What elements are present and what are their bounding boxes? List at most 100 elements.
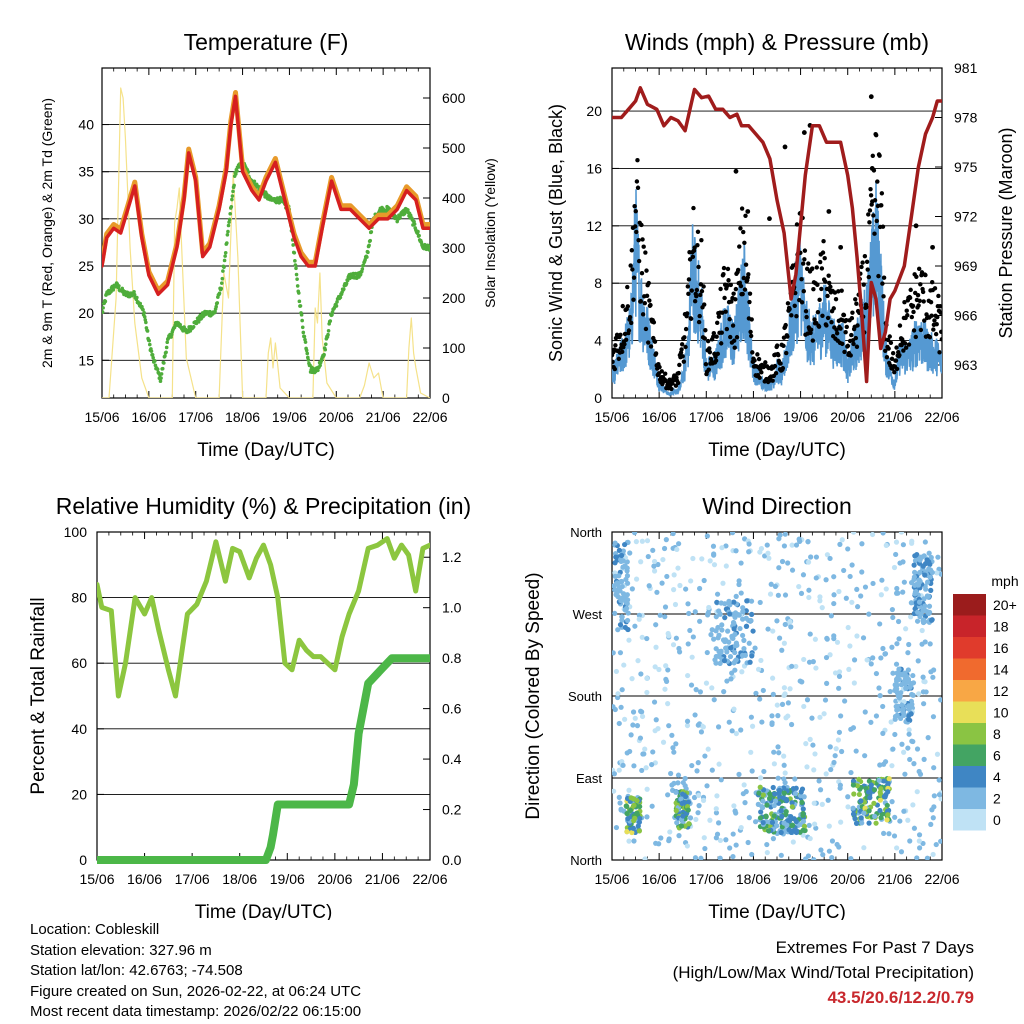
direction-point bbox=[782, 770, 788, 776]
gust-point bbox=[803, 308, 809, 314]
direction-point bbox=[719, 627, 725, 633]
gust-point bbox=[794, 222, 800, 227]
direction-point bbox=[778, 808, 784, 814]
direction-point bbox=[778, 829, 784, 836]
gust-point bbox=[699, 237, 704, 243]
direction-point bbox=[629, 676, 635, 682]
direction-point bbox=[759, 719, 765, 725]
direction-point bbox=[638, 559, 644, 565]
direction-point bbox=[736, 581, 742, 588]
direction-point bbox=[621, 662, 627, 668]
x-tick-label: 21/06 bbox=[365, 871, 400, 887]
direction-point bbox=[920, 840, 926, 847]
gust-point bbox=[868, 94, 874, 100]
direction-point bbox=[616, 720, 622, 727]
y-tick-label: 80 bbox=[71, 590, 87, 606]
direction-point bbox=[637, 815, 643, 822]
direction-point bbox=[728, 676, 734, 682]
gust-point bbox=[838, 244, 844, 250]
direction-point bbox=[732, 643, 739, 649]
direction-point bbox=[770, 691, 776, 697]
y2-tick-label: 975 bbox=[954, 159, 978, 175]
legend-label: 20+ bbox=[993, 597, 1017, 613]
gust-point bbox=[826, 209, 832, 214]
direction-point bbox=[746, 541, 752, 547]
gust-point bbox=[648, 344, 654, 349]
gust-point bbox=[831, 306, 836, 311]
direction-point bbox=[924, 579, 931, 585]
x-tick-label: 17/06 bbox=[689, 871, 724, 887]
direction-point bbox=[878, 815, 884, 821]
direction-point bbox=[741, 782, 747, 788]
direction-point bbox=[631, 763, 637, 769]
direction-point bbox=[690, 634, 696, 640]
direction-point bbox=[792, 776, 798, 782]
dewpoint-point bbox=[294, 272, 299, 277]
direction-point bbox=[798, 789, 804, 795]
direction-point bbox=[665, 701, 671, 707]
direction-point bbox=[893, 661, 900, 667]
direction-point bbox=[688, 578, 694, 584]
direction-point bbox=[774, 618, 780, 624]
y2-tick-label: 1.2 bbox=[442, 549, 462, 565]
gust-point bbox=[705, 338, 711, 344]
legend-swatch bbox=[953, 723, 986, 745]
direction-point bbox=[891, 833, 898, 839]
direction-point bbox=[680, 779, 686, 786]
direction-point bbox=[882, 759, 889, 765]
direction-point bbox=[755, 801, 761, 807]
dewpoint-point bbox=[294, 266, 298, 271]
direction-point bbox=[905, 650, 911, 656]
direction-point bbox=[680, 791, 686, 797]
direction-point bbox=[866, 778, 873, 784]
gust-point bbox=[781, 343, 786, 348]
gust-point bbox=[635, 157, 640, 163]
dewpoint-point bbox=[358, 272, 363, 277]
gust-point bbox=[755, 352, 760, 357]
direction-point bbox=[746, 549, 752, 555]
gust-point bbox=[702, 302, 707, 307]
gust-point bbox=[864, 259, 870, 265]
gust-point bbox=[918, 282, 923, 287]
dewpoint-point bbox=[306, 358, 311, 362]
gust-point bbox=[904, 308, 909, 313]
gust-point bbox=[836, 289, 841, 294]
x-tick-label: 19/06 bbox=[783, 871, 818, 887]
y2-tick-label: 300 bbox=[442, 240, 466, 256]
direction-point bbox=[813, 575, 819, 581]
direction-point bbox=[781, 692, 787, 699]
legend-swatch bbox=[953, 637, 986, 659]
gust-point bbox=[763, 360, 768, 365]
direction-point bbox=[906, 641, 912, 648]
direction-point bbox=[776, 635, 783, 641]
gust-point bbox=[629, 320, 634, 326]
gust-point bbox=[724, 326, 730, 332]
gust-point bbox=[691, 205, 696, 211]
direction-point bbox=[892, 731, 898, 738]
direction-point bbox=[889, 644, 895, 650]
direction-point bbox=[838, 713, 844, 719]
direction-point bbox=[842, 698, 848, 704]
direction-point bbox=[618, 598, 624, 604]
direction-point bbox=[772, 583, 779, 589]
gust-point bbox=[855, 323, 860, 328]
gust-point bbox=[916, 303, 921, 308]
gust-point bbox=[657, 364, 662, 370]
direction-point bbox=[905, 716, 912, 722]
x-tick-label: 21/06 bbox=[366, 409, 401, 425]
dewpoint-point bbox=[158, 379, 163, 384]
x-tick-label: 22/06 bbox=[924, 409, 959, 425]
direction-point bbox=[865, 789, 872, 795]
y-tick-label: 4 bbox=[594, 333, 602, 349]
direction-point bbox=[632, 623, 638, 629]
gust-point bbox=[679, 342, 685, 347]
direction-point bbox=[850, 778, 857, 784]
dewpoint-point bbox=[230, 197, 234, 202]
dewpoint-point bbox=[164, 350, 168, 355]
gust-point bbox=[752, 358, 757, 363]
plot-area bbox=[612, 532, 942, 860]
temperature-panel: Temperature (F) 15/06 16/06 17/06 18/06 19/06… bbox=[39, 29, 498, 461]
direction-point bbox=[858, 593, 864, 599]
direction-point bbox=[673, 741, 679, 747]
direction-point bbox=[638, 708, 644, 714]
